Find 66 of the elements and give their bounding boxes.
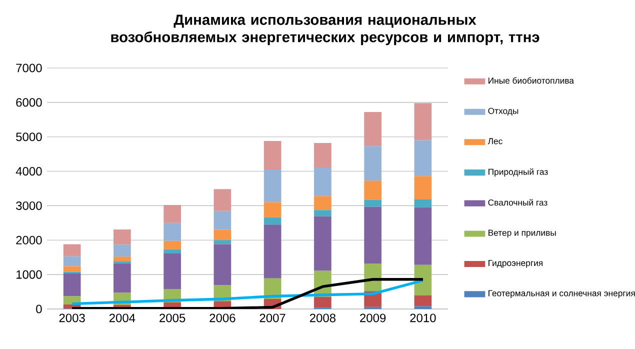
legend-label: Природный газ bbox=[488, 168, 548, 177]
legend-label: Геотермальная и солнечная энергия bbox=[488, 290, 635, 298]
bar bbox=[314, 216, 332, 271]
y-tick-label: 6000 bbox=[16, 98, 42, 107]
bar bbox=[164, 249, 181, 254]
bar bbox=[164, 205, 181, 223]
bar bbox=[314, 167, 332, 196]
bar bbox=[364, 112, 382, 146]
bar bbox=[164, 240, 181, 250]
bar bbox=[364, 206, 382, 264]
y-tick-label: 4000 bbox=[16, 167, 42, 176]
y-tick-label: 2000 bbox=[16, 236, 42, 244]
bar bbox=[314, 296, 332, 308]
legend-label: Ветер и приливы bbox=[488, 230, 556, 238]
y-tick-label: 7000 bbox=[16, 64, 42, 72]
x-tick-label: 2008 bbox=[310, 314, 336, 322]
bar bbox=[63, 273, 81, 296]
bar bbox=[63, 244, 81, 256]
y-tick-label: 0 bbox=[36, 304, 42, 314]
bar bbox=[114, 256, 131, 262]
bar bbox=[414, 176, 432, 200]
bar bbox=[264, 217, 282, 225]
bar bbox=[414, 295, 432, 306]
bar bbox=[314, 210, 332, 216]
y-tick-label: 5000 bbox=[16, 132, 42, 142]
bar bbox=[114, 244, 131, 257]
chart-title: Динамика использования национальных возобновляемых энергетических ресурсов и импорт, ттнэ bbox=[111, 14, 540, 46]
legend-label: Свалочный газ bbox=[488, 199, 548, 206]
y-tick-label: 1000 bbox=[16, 270, 42, 279]
bar bbox=[364, 200, 382, 207]
x-tick-label: 2004 bbox=[109, 314, 136, 322]
bar bbox=[214, 210, 232, 230]
bar bbox=[114, 263, 131, 293]
x-tick-label: 2007 bbox=[260, 314, 286, 322]
bar bbox=[264, 202, 282, 218]
bar bbox=[114, 229, 131, 245]
bar bbox=[264, 224, 282, 278]
bar bbox=[414, 140, 432, 176]
bar bbox=[364, 146, 382, 181]
legend-label: Иные биобиотоплива bbox=[488, 77, 574, 84]
legend-label: Отходы bbox=[488, 108, 518, 116]
bar bbox=[63, 266, 81, 272]
bar bbox=[214, 230, 232, 240]
bar bbox=[414, 306, 432, 309]
bar bbox=[164, 254, 181, 290]
legend-label: Гидроэнергия bbox=[488, 260, 542, 268]
x-tick-label: 2005 bbox=[160, 314, 186, 322]
bar bbox=[214, 240, 232, 244]
bar bbox=[63, 256, 81, 266]
x-tick-label: 2003 bbox=[59, 314, 85, 322]
bar bbox=[264, 140, 282, 170]
bar bbox=[414, 200, 432, 208]
bar bbox=[264, 170, 282, 202]
x-tick-label: 2006 bbox=[210, 314, 236, 322]
bar bbox=[164, 222, 181, 241]
bar bbox=[214, 244, 232, 286]
bar bbox=[314, 196, 332, 210]
y-tick-label: 3000 bbox=[16, 201, 42, 210]
bar bbox=[414, 207, 432, 265]
legend-label: Лес bbox=[488, 138, 502, 144]
bar bbox=[314, 143, 332, 168]
bar bbox=[364, 180, 382, 200]
bar bbox=[414, 103, 432, 140]
x-tick-label: 2010 bbox=[410, 314, 436, 322]
bar bbox=[214, 189, 232, 211]
x-tick-label: 2009 bbox=[360, 314, 386, 322]
